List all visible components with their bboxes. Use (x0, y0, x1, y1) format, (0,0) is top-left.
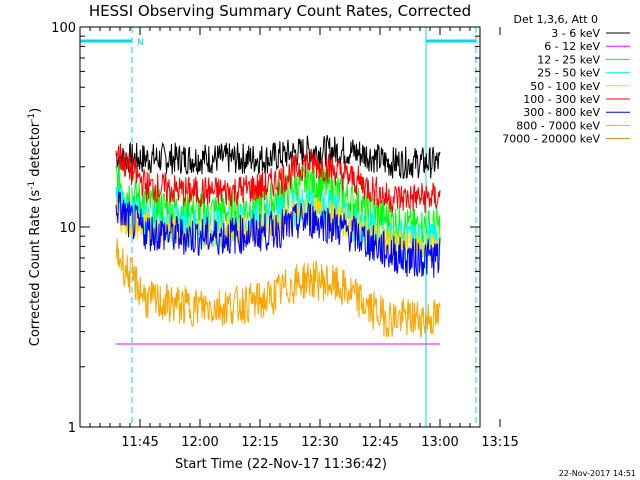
series-line-6 (115, 191, 441, 278)
x-tick-label: 13:15 (481, 435, 518, 450)
y-axis-label-sup1: -1 (27, 181, 37, 190)
x-tick-label: 11:45 (121, 435, 158, 450)
y-tick-label: 10 (59, 221, 76, 236)
x-tick-label: 12:15 (241, 435, 278, 450)
y-tick-label: 100 (51, 21, 76, 36)
x-axis-label: Start Time (22-Nov-17 11:36:42) (175, 457, 387, 472)
x-tick-label: 12:45 (361, 435, 398, 450)
legend-label: 7000 - 20000 keV (502, 133, 600, 146)
series-line-5 (115, 143, 441, 213)
legend-label: 100 - 300 keV (523, 93, 600, 106)
x-tick-label: 12:00 (181, 435, 218, 450)
y-axis-label-main: Corrected Count Rate (s (28, 190, 43, 347)
legend-label: 300 - 800 keV (523, 106, 600, 119)
y-axis-label-sup2: -1 (27, 113, 37, 122)
chart-title: HESSI Observing Summary Count Rates, Cor… (89, 2, 471, 20)
series-lines (115, 135, 441, 428)
x-tick-label: 12:30 (301, 435, 338, 450)
y-tick-label: 1 (68, 421, 76, 436)
footer-timestamp: 22-Nov-2017 14:51 (559, 469, 636, 478)
night-label: N (137, 38, 144, 48)
series-line-7 (115, 238, 441, 338)
series-line-0 (115, 135, 441, 180)
legend-label: 800 - 7000 keV (516, 119, 600, 132)
legend-label: 3 - 6 keV (551, 27, 600, 40)
legend-label: 50 - 100 keV (530, 80, 600, 93)
legend-label: 12 - 25 keV (537, 53, 600, 66)
y-axis-label-end: ) (28, 108, 43, 113)
x-axis: 11:45 12:00 12:15 12:30 12:45 13:00 13:15 (79, 27, 519, 450)
y-axis: 1 10 100 (51, 21, 480, 436)
x-tick-label: 13:00 (421, 435, 458, 450)
legend-label: 6 - 12 keV (544, 40, 600, 53)
y-axis-label: Corrected Count Rate (s-1 detector-1) (27, 108, 43, 346)
y-axis-label-mid: detector (28, 121, 43, 181)
legend-label: 25 - 50 keV (537, 67, 600, 80)
legend-header: Det 1,3,6, Att 0 (514, 13, 598, 26)
